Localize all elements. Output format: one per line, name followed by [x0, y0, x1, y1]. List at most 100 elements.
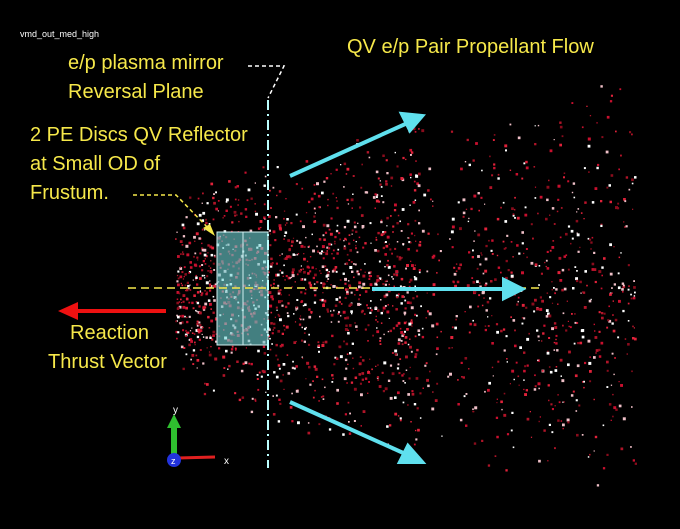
- particle: [594, 330, 596, 332]
- particle: [545, 315, 549, 318]
- particle: [287, 314, 290, 318]
- particle: [186, 332, 188, 334]
- particle: [188, 343, 191, 347]
- particle: [351, 270, 354, 273]
- particle: [268, 271, 270, 274]
- particle: [196, 359, 200, 362]
- particle: [396, 367, 400, 370]
- particle: [571, 237, 574, 240]
- particle: [551, 327, 554, 331]
- particle: [537, 359, 539, 361]
- particle: [377, 231, 380, 235]
- particle: [338, 296, 341, 299]
- particle: [565, 232, 568, 236]
- particle: [279, 318, 282, 322]
- particle: [202, 308, 206, 311]
- particle: [403, 321, 407, 325]
- particle: [538, 340, 540, 342]
- particle: [195, 309, 197, 312]
- particle: [415, 377, 419, 380]
- particle: [545, 259, 548, 262]
- particle: [558, 256, 562, 260]
- particle: [576, 364, 580, 368]
- particle: [526, 256, 528, 259]
- particle: [439, 250, 442, 253]
- particle: [549, 249, 552, 252]
- particle: [613, 373, 615, 376]
- particle: [468, 331, 471, 334]
- particle: [295, 183, 298, 186]
- particle: [345, 342, 349, 346]
- particle: [306, 361, 310, 365]
- particle: [581, 126, 584, 129]
- particle: [198, 265, 201, 268]
- particle: [464, 357, 468, 360]
- particle: [360, 214, 364, 217]
- particle: [375, 365, 377, 367]
- particle: [198, 321, 201, 324]
- particle: [609, 200, 612, 204]
- particle: [611, 287, 613, 289]
- particle: [530, 223, 533, 226]
- particle: [377, 379, 380, 381]
- particle: [518, 252, 521, 255]
- particle: [326, 246, 329, 249]
- particle: [260, 375, 263, 378]
- particle: [358, 373, 362, 376]
- particle: [601, 136, 604, 139]
- particle: [631, 406, 633, 408]
- particle: [492, 375, 494, 377]
- particle: [506, 361, 508, 363]
- particle: [364, 290, 368, 293]
- particle: [589, 356, 591, 358]
- particle: [474, 406, 478, 410]
- particle: [191, 354, 195, 357]
- particle: [251, 397, 254, 400]
- particle: [268, 291, 272, 295]
- particle: [619, 88, 622, 91]
- particle: [345, 262, 349, 265]
- particle: [331, 381, 334, 383]
- particle: [616, 207, 620, 210]
- particle: [217, 200, 220, 202]
- particle: [484, 390, 486, 393]
- particle: [307, 265, 309, 267]
- particle: [362, 410, 366, 413]
- particle: [627, 343, 630, 346]
- particle: [210, 308, 212, 310]
- particle: [484, 325, 487, 327]
- particle: [593, 356, 596, 359]
- particle: [305, 378, 307, 380]
- particle: [396, 241, 399, 243]
- particle: [627, 302, 630, 305]
- particle: [330, 310, 332, 312]
- particle: [195, 274, 197, 277]
- particle: [575, 410, 578, 412]
- particle: [185, 329, 188, 332]
- particle: [234, 198, 237, 201]
- particle: [366, 304, 368, 307]
- particle: [391, 252, 393, 255]
- particle: [574, 313, 576, 315]
- particle: [338, 311, 341, 314]
- particle: [293, 341, 297, 344]
- particle: [281, 271, 284, 274]
- particle: [398, 257, 402, 261]
- particle: [385, 159, 388, 162]
- particle: [577, 250, 580, 253]
- particle: [360, 311, 364, 314]
- particle: [181, 244, 184, 246]
- particle: [177, 270, 180, 273]
- particle: [272, 282, 275, 285]
- particle: [396, 296, 399, 299]
- particle: [482, 290, 485, 294]
- particle: [227, 368, 229, 370]
- particle: [188, 272, 190, 274]
- particle: [566, 418, 570, 422]
- particle: [634, 337, 637, 341]
- particle: [236, 214, 238, 216]
- particle: [203, 274, 206, 277]
- particle: [203, 248, 207, 252]
- particle: [344, 282, 347, 285]
